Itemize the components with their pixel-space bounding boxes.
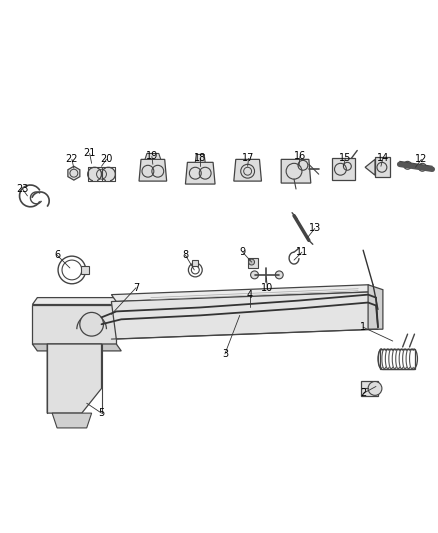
Text: 7: 7 (133, 282, 139, 293)
Polygon shape (368, 285, 383, 329)
Text: 17: 17 (242, 154, 255, 164)
Polygon shape (361, 381, 378, 397)
Polygon shape (52, 413, 92, 428)
Polygon shape (139, 159, 167, 181)
Polygon shape (375, 157, 390, 177)
Circle shape (368, 382, 382, 395)
Text: 8: 8 (182, 250, 188, 260)
Text: 1: 1 (360, 322, 366, 332)
Circle shape (88, 167, 102, 181)
Circle shape (404, 161, 412, 169)
Text: 6: 6 (54, 250, 60, 260)
Text: 19: 19 (146, 151, 158, 161)
Polygon shape (111, 292, 378, 339)
Text: 23: 23 (16, 184, 29, 194)
Circle shape (418, 163, 426, 171)
Polygon shape (234, 159, 261, 181)
Polygon shape (32, 344, 121, 351)
Bar (92, 167, 96, 181)
Text: 9: 9 (240, 247, 246, 257)
Polygon shape (145, 154, 161, 159)
Polygon shape (32, 304, 117, 344)
Polygon shape (185, 163, 215, 184)
Circle shape (249, 259, 254, 265)
Circle shape (251, 271, 258, 279)
Polygon shape (281, 159, 311, 183)
Circle shape (80, 312, 103, 336)
Bar (192, 260, 198, 266)
Text: 2: 2 (360, 389, 366, 398)
Polygon shape (195, 155, 205, 163)
Polygon shape (68, 166, 80, 180)
Text: 5: 5 (99, 408, 105, 418)
Text: 22: 22 (66, 155, 78, 164)
Text: 21: 21 (84, 149, 96, 158)
Text: 12: 12 (415, 155, 427, 164)
Text: 13: 13 (309, 223, 321, 233)
Polygon shape (32, 297, 121, 304)
Text: 15: 15 (339, 154, 352, 164)
Polygon shape (332, 158, 355, 180)
Text: 16: 16 (294, 151, 306, 161)
Text: 11: 11 (296, 247, 308, 257)
Text: 14: 14 (377, 154, 389, 164)
Bar (106, 167, 110, 181)
Polygon shape (47, 344, 102, 413)
Text: 18: 18 (194, 154, 206, 164)
Bar (81, 266, 88, 274)
Text: 20: 20 (100, 155, 113, 164)
Circle shape (102, 167, 115, 181)
Polygon shape (365, 159, 375, 175)
Circle shape (275, 271, 283, 279)
Text: 3: 3 (222, 349, 228, 359)
Text: 10: 10 (261, 282, 273, 293)
Bar (247, 258, 258, 268)
Text: 4: 4 (247, 289, 253, 300)
Polygon shape (111, 285, 378, 302)
